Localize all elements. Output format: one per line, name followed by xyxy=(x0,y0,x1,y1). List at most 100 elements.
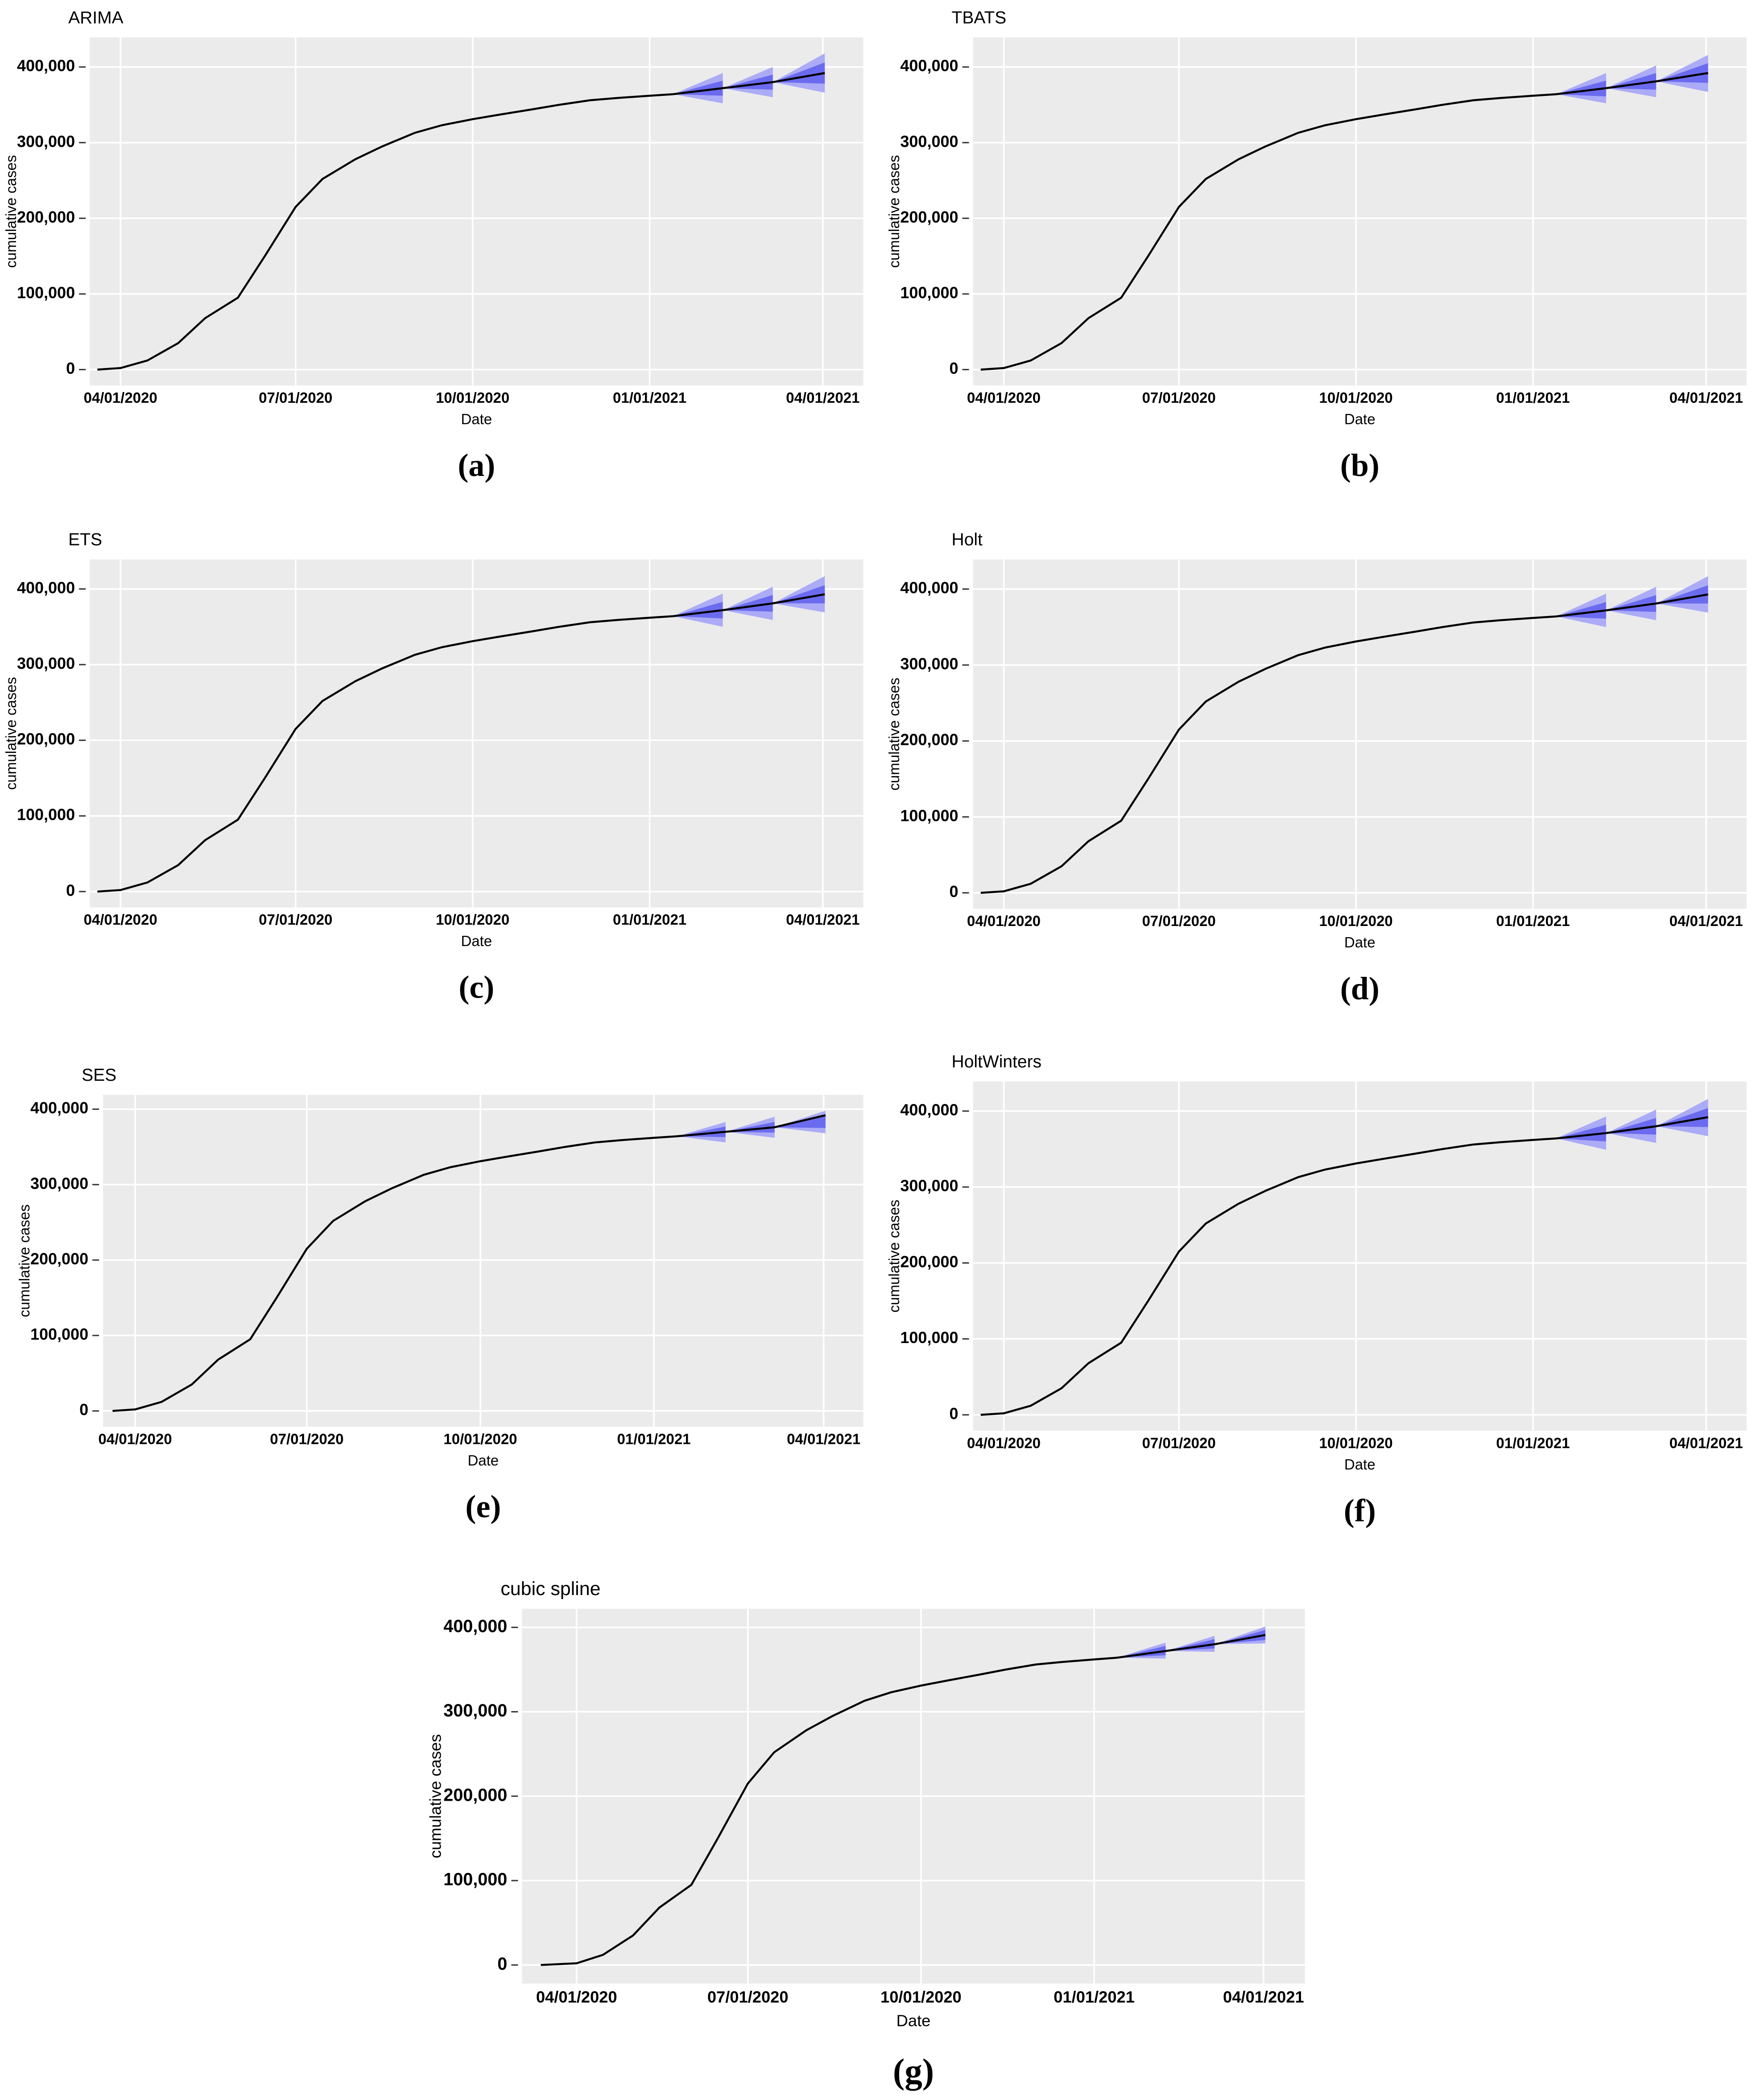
forecast-line xyxy=(773,72,825,83)
x-axis-title: Date xyxy=(1344,934,1376,951)
forecast-line xyxy=(673,609,723,617)
y-tick-label: 0 xyxy=(950,359,958,377)
x-axis-title: Date xyxy=(897,2011,931,2030)
y-tick-label: 400,000 xyxy=(443,1616,507,1636)
y-tick-label: 300,000 xyxy=(900,132,958,150)
x-axis-title: Date xyxy=(1344,1456,1376,1472)
x-tick-label: 04/01/2021 xyxy=(787,1430,860,1447)
forecast-line xyxy=(1656,72,1708,83)
x-tick-label: 01/01/2021 xyxy=(613,389,686,406)
y-tick-label: 200,000 xyxy=(443,1785,507,1805)
forecast-line xyxy=(1606,602,1657,612)
forecast-line xyxy=(1656,1116,1709,1128)
y-tick-label: 400,000 xyxy=(900,579,958,597)
x-tick-label: 07/01/2020 xyxy=(1142,389,1216,406)
y-tick-label: 100,000 xyxy=(900,283,958,302)
x-axis-title: Date xyxy=(461,411,492,427)
panel xyxy=(973,37,1747,386)
y-tick-label: 0 xyxy=(66,881,75,899)
y-axis-title: cumulative cases xyxy=(3,155,19,268)
chart-title: ARIMA xyxy=(68,8,124,27)
x-tick-label: 10/01/2020 xyxy=(1319,389,1393,406)
y-tick-label: 100,000 xyxy=(900,806,958,825)
chart: ETS 0 100,000 200,000 300,000 400,000 04/01/20… xyxy=(3,530,863,1005)
x-tick-label: 04/01/2020 xyxy=(98,1430,172,1447)
y-axis-title: cumulative cases xyxy=(3,677,19,790)
x-tick-label: 07/01/2020 xyxy=(270,1430,343,1447)
chart-title: Holt xyxy=(952,530,983,550)
x-tick-label: 04/01/2020 xyxy=(84,389,157,406)
band-80 xyxy=(1165,1639,1215,1651)
chart: Holt 0 100,000 200,000 300,000 400,000 04/01/2… xyxy=(886,530,1747,1006)
chart-title: HoltWinters xyxy=(952,1052,1042,1071)
x-tick-label: 04/01/2021 xyxy=(786,911,859,928)
y-tick-label: 200,000 xyxy=(30,1249,88,1268)
chart-title: cubic spline xyxy=(500,1578,600,1600)
x-tick-label: 07/01/2020 xyxy=(707,1988,789,2006)
forecast-line xyxy=(673,87,723,95)
forecast-line xyxy=(1656,593,1709,605)
forecast-line xyxy=(774,1114,826,1129)
x-tick-label: 07/01/2020 xyxy=(259,389,332,406)
caption: (g) xyxy=(893,2052,934,2091)
x-tick-label: 07/01/2020 xyxy=(259,911,332,928)
y-tick-label: 300,000 xyxy=(30,1174,88,1192)
y-tick-label: 300,000 xyxy=(900,1177,958,1195)
x-tick-label: 07/01/2020 xyxy=(1142,1434,1216,1451)
y-tick-label: 300,000 xyxy=(17,654,75,673)
line xyxy=(541,1657,1117,1966)
y-axis-title: cumulative cases xyxy=(886,155,902,268)
x-tick-label: 04/01/2020 xyxy=(967,389,1041,406)
x-tick-label: 10/01/2020 xyxy=(880,1988,962,2006)
band-80 xyxy=(773,62,825,84)
y-tick-label: 400,000 xyxy=(17,57,75,75)
band-80 xyxy=(1656,1108,1708,1127)
line xyxy=(980,93,1556,371)
panel xyxy=(973,1081,1747,1431)
x-tick-label: 04/01/2021 xyxy=(1669,1434,1743,1451)
y-tick-label: 400,000 xyxy=(30,1099,88,1117)
forecast-line xyxy=(723,602,773,612)
y-tick-label: 0 xyxy=(950,882,958,901)
caption: (c) xyxy=(459,969,494,1005)
y-tick-label: 100,000 xyxy=(17,283,75,302)
forecast-line xyxy=(773,593,825,604)
line xyxy=(97,93,673,371)
x-tick-label: 04/01/2021 xyxy=(786,389,859,406)
x-tick-label: 04/01/2021 xyxy=(1669,913,1743,929)
forecast-line xyxy=(1116,1650,1166,1659)
caption: (e) xyxy=(465,1488,501,1524)
y-tick-label: 100,000 xyxy=(443,1870,507,1889)
y-tick-label: 400,000 xyxy=(17,579,75,597)
panel xyxy=(90,559,863,908)
x-tick-label: 10/01/2020 xyxy=(1319,913,1393,929)
x-tick-label: 07/01/2020 xyxy=(1142,913,1216,929)
x-tick-label: 01/01/2021 xyxy=(1496,913,1570,929)
band-80 xyxy=(1215,1630,1266,1645)
x-tick-label: 04/01/2021 xyxy=(1669,389,1743,406)
forecast-line xyxy=(723,81,773,89)
x-tick-label: 10/01/2020 xyxy=(436,911,509,928)
y-tick-label: 300,000 xyxy=(17,132,75,150)
x-tick-label: 04/01/2020 xyxy=(967,913,1041,929)
forecast-line xyxy=(1606,1125,1657,1134)
x-tick-label: 01/01/2021 xyxy=(1496,1434,1570,1451)
x-axis-title: Date xyxy=(461,933,492,949)
y-tick-label: 100,000 xyxy=(900,1328,958,1347)
x-tick-label: 04/01/2021 xyxy=(1223,1988,1304,2006)
caption: (d) xyxy=(1340,971,1380,1006)
chart: TBATS 0 100,000 200,000 300,000 400,000 04/01/… xyxy=(886,8,1747,483)
chart: SES 0 100,000 200,000 300,000 400,000 04/01/20… xyxy=(16,1066,863,1524)
x-axis-title: Date xyxy=(467,1452,499,1468)
y-axis-title: cumulative cases xyxy=(16,1204,33,1317)
x-tick-label: 04/01/2020 xyxy=(967,1434,1041,1451)
chart: cubic spline 0 100,000 200,000 300,000 400,00… xyxy=(426,1578,1305,2091)
y-tick-label: 400,000 xyxy=(900,1100,958,1119)
x-tick-label: 10/01/2020 xyxy=(436,389,509,406)
y-tick-label: 100,000 xyxy=(17,806,75,824)
x-tick-label: 04/01/2020 xyxy=(84,911,157,928)
x-tick-label: 01/01/2021 xyxy=(617,1430,690,1447)
y-tick-label: 200,000 xyxy=(17,730,75,748)
forecast-line xyxy=(1606,80,1657,89)
